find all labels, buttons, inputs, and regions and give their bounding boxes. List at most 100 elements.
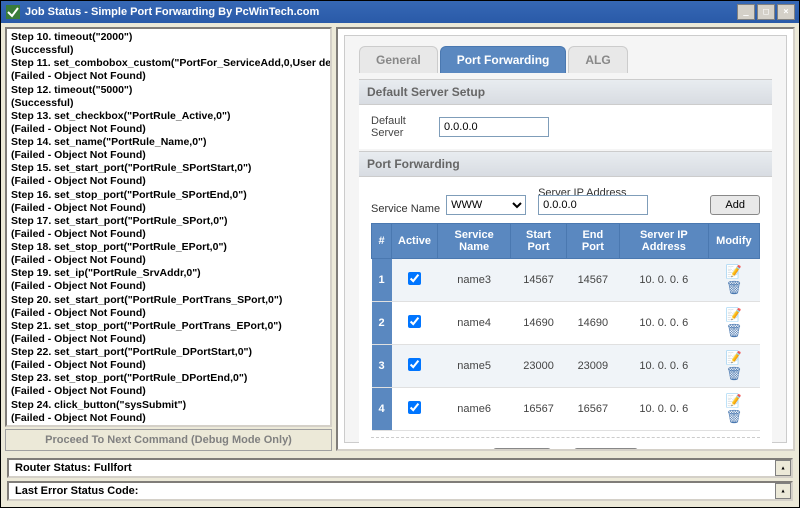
active-checkbox[interactable] <box>408 272 421 285</box>
row-ip: 10. 0. 0. 6 <box>619 345 708 388</box>
server-ip-input[interactable] <box>538 195 648 215</box>
row-name: name3 <box>438 259 511 302</box>
maximize-button[interactable]: □ <box>757 4 775 20</box>
right-panel: General Port Forwarding ALG Default Serv… <box>336 27 795 451</box>
row-modify: 📝🗑 <box>708 345 759 388</box>
log-line: (Failed - Object Not Found) <box>11 254 326 267</box>
log-line: Step 15. set_start_port("PortRule_SPortS… <box>11 162 326 175</box>
titlebar[interactable]: Job Status - Simple Port Forwarding By P… <box>1 1 799 23</box>
edit-icon[interactable]: 📝 <box>726 264 742 279</box>
row-end: 23009 <box>566 345 619 388</box>
log-line: Step 12. timeout("5000") <box>11 84 326 97</box>
port-table: # Active Service Name Start Port End Por… <box>371 223 760 431</box>
row-end: 14690 <box>566 302 619 345</box>
log-line: Step 23. set_stop_port("PortRule_DPortEn… <box>11 372 326 385</box>
service-name-select[interactable]: WWW <box>446 195 526 215</box>
port-forwarding-body: Service Name WWW Server IP Address Add <box>359 177 772 451</box>
router-status: Router Status: Fullfort ▴ <box>7 458 793 478</box>
table-row: 1name3145671456710. 0. 0. 6📝🗑 <box>372 259 760 302</box>
col-modify: Modify <box>708 224 759 259</box>
log-line: (Failed - Object Not Found) <box>11 175 326 188</box>
bottom-status: Router Status: Fullfort ▴ Last Error Sta… <box>1 455 799 507</box>
row-end: 16567 <box>566 388 619 431</box>
edit-icon[interactable]: 📝 <box>726 393 742 408</box>
row-num: 2 <box>372 302 392 345</box>
log-line: Step 18. set_stop_port("PortRule_EPort,0… <box>11 241 326 254</box>
log-line: Step 11. set_combobox_custom("PortFor_Se… <box>11 57 326 70</box>
row-modify: 📝🗑 <box>708 259 759 302</box>
tab-port-forwarding[interactable]: Port Forwarding <box>440 46 567 73</box>
scroll-up-icon[interactable]: ▴ <box>775 460 791 476</box>
edit-icon[interactable]: 📝 <box>726 350 742 365</box>
row-ip: 10. 0. 0. 6 <box>619 388 708 431</box>
delete-icon[interactable]: 🗑 <box>726 409 743 424</box>
log-line: Step 24. click_button("sysSubmit") <box>11 399 326 412</box>
close-button[interactable]: × <box>777 4 795 20</box>
log-line: Step 17. set_start_port("PortRule_SPort,… <box>11 215 326 228</box>
edit-icon[interactable]: 📝 <box>726 307 742 322</box>
log-line: (Failed - Object Not Found) <box>11 307 326 320</box>
log-line: (Failed - Object Not Found) <box>11 70 326 83</box>
add-button[interactable]: Add <box>710 195 760 215</box>
row-start: 16567 <box>511 388 567 431</box>
col-num: # <box>372 224 392 259</box>
default-server-header: Default Server Setup <box>359 79 772 105</box>
router-status-text: Router Status: Fullfort <box>15 462 132 474</box>
table-row: 3name5230002300910. 0. 0. 6📝🗑 <box>372 345 760 388</box>
active-checkbox[interactable] <box>408 401 421 414</box>
delete-icon[interactable]: 🗑 <box>726 366 743 381</box>
log-line: Step 13. set_checkbox("PortRule_Active,0… <box>11 110 326 123</box>
log-line: Step 16. set_stop_port("PortRule_SPortEn… <box>11 189 326 202</box>
row-num: 1 <box>372 259 392 302</box>
log-line: Step 19. set_ip("PortRule_SrvAddr,0") <box>11 267 326 280</box>
tab-alg[interactable]: ALG <box>568 46 627 73</box>
active-checkbox[interactable] <box>408 358 421 371</box>
error-status: Last Error Status Code: ▴ <box>7 481 793 501</box>
log-line: (Failed - Object Not Found) <box>11 412 326 425</box>
tab-general[interactable]: General <box>359 46 438 73</box>
active-checkbox[interactable] <box>408 315 421 328</box>
port-forwarding-header: Port Forwarding <box>359 151 772 177</box>
window-title: Job Status - Simple Port Forwarding By P… <box>25 6 737 18</box>
log-line: (Failed - Object Not Found) <box>11 359 326 372</box>
content-area: Step 10. timeout("2000")(Successful)Step… <box>1 23 799 455</box>
default-server-label: Default Server <box>371 115 431 139</box>
log-output: Step 10. timeout("2000")(Successful)Step… <box>5 27 332 427</box>
log-line: Step 10. timeout("2000") <box>11 31 326 44</box>
row-name: name4 <box>438 302 511 345</box>
error-status-text: Last Error Status Code: <box>15 485 138 497</box>
log-line: (Failed - Object Not Found) <box>11 123 326 136</box>
log-line: (Failed - Object Not Found) <box>11 202 326 215</box>
col-end: End Port <box>566 224 619 259</box>
cancel-button[interactable]: Cancel <box>574 448 638 451</box>
log-line: (Successful) <box>11 97 326 110</box>
row-active <box>392 345 438 388</box>
apply-button[interactable]: Apply <box>493 448 551 451</box>
col-active: Active <box>392 224 438 259</box>
row-num: 3 <box>372 345 392 388</box>
minimize-button[interactable]: _ <box>737 4 755 20</box>
log-line: (Failed - Object Not Found) <box>11 149 326 162</box>
log-line: (Failed - Object Not Found) <box>11 280 326 293</box>
row-active <box>392 302 438 345</box>
row-start: 23000 <box>511 345 567 388</box>
default-server-input[interactable] <box>439 117 549 137</box>
main-window: Job Status - Simple Port Forwarding By P… <box>0 0 800 508</box>
row-end: 14567 <box>566 259 619 302</box>
row-num: 4 <box>372 388 392 431</box>
proceed-button[interactable]: Proceed To Next Command (Debug Mode Only… <box>5 429 332 451</box>
row-active <box>392 388 438 431</box>
log-line: (Failed - Object Not Found) <box>11 385 326 398</box>
scroll-up-icon[interactable]: ▴ <box>775 483 791 499</box>
delete-icon[interactable]: 🗑 <box>726 280 743 295</box>
col-start: Start Port <box>511 224 567 259</box>
tab-bar: General Port Forwarding ALG <box>359 46 772 73</box>
window-controls: _ □ × <box>737 4 795 20</box>
delete-icon[interactable]: 🗑 <box>726 323 743 338</box>
row-name: name6 <box>438 388 511 431</box>
row-ip: 10. 0. 0. 6 <box>619 302 708 345</box>
row-ip: 10. 0. 0. 6 <box>619 259 708 302</box>
col-name: Service Name <box>438 224 511 259</box>
col-ip: Server IP Address <box>619 224 708 259</box>
router-page: General Port Forwarding ALG Default Serv… <box>344 35 787 443</box>
